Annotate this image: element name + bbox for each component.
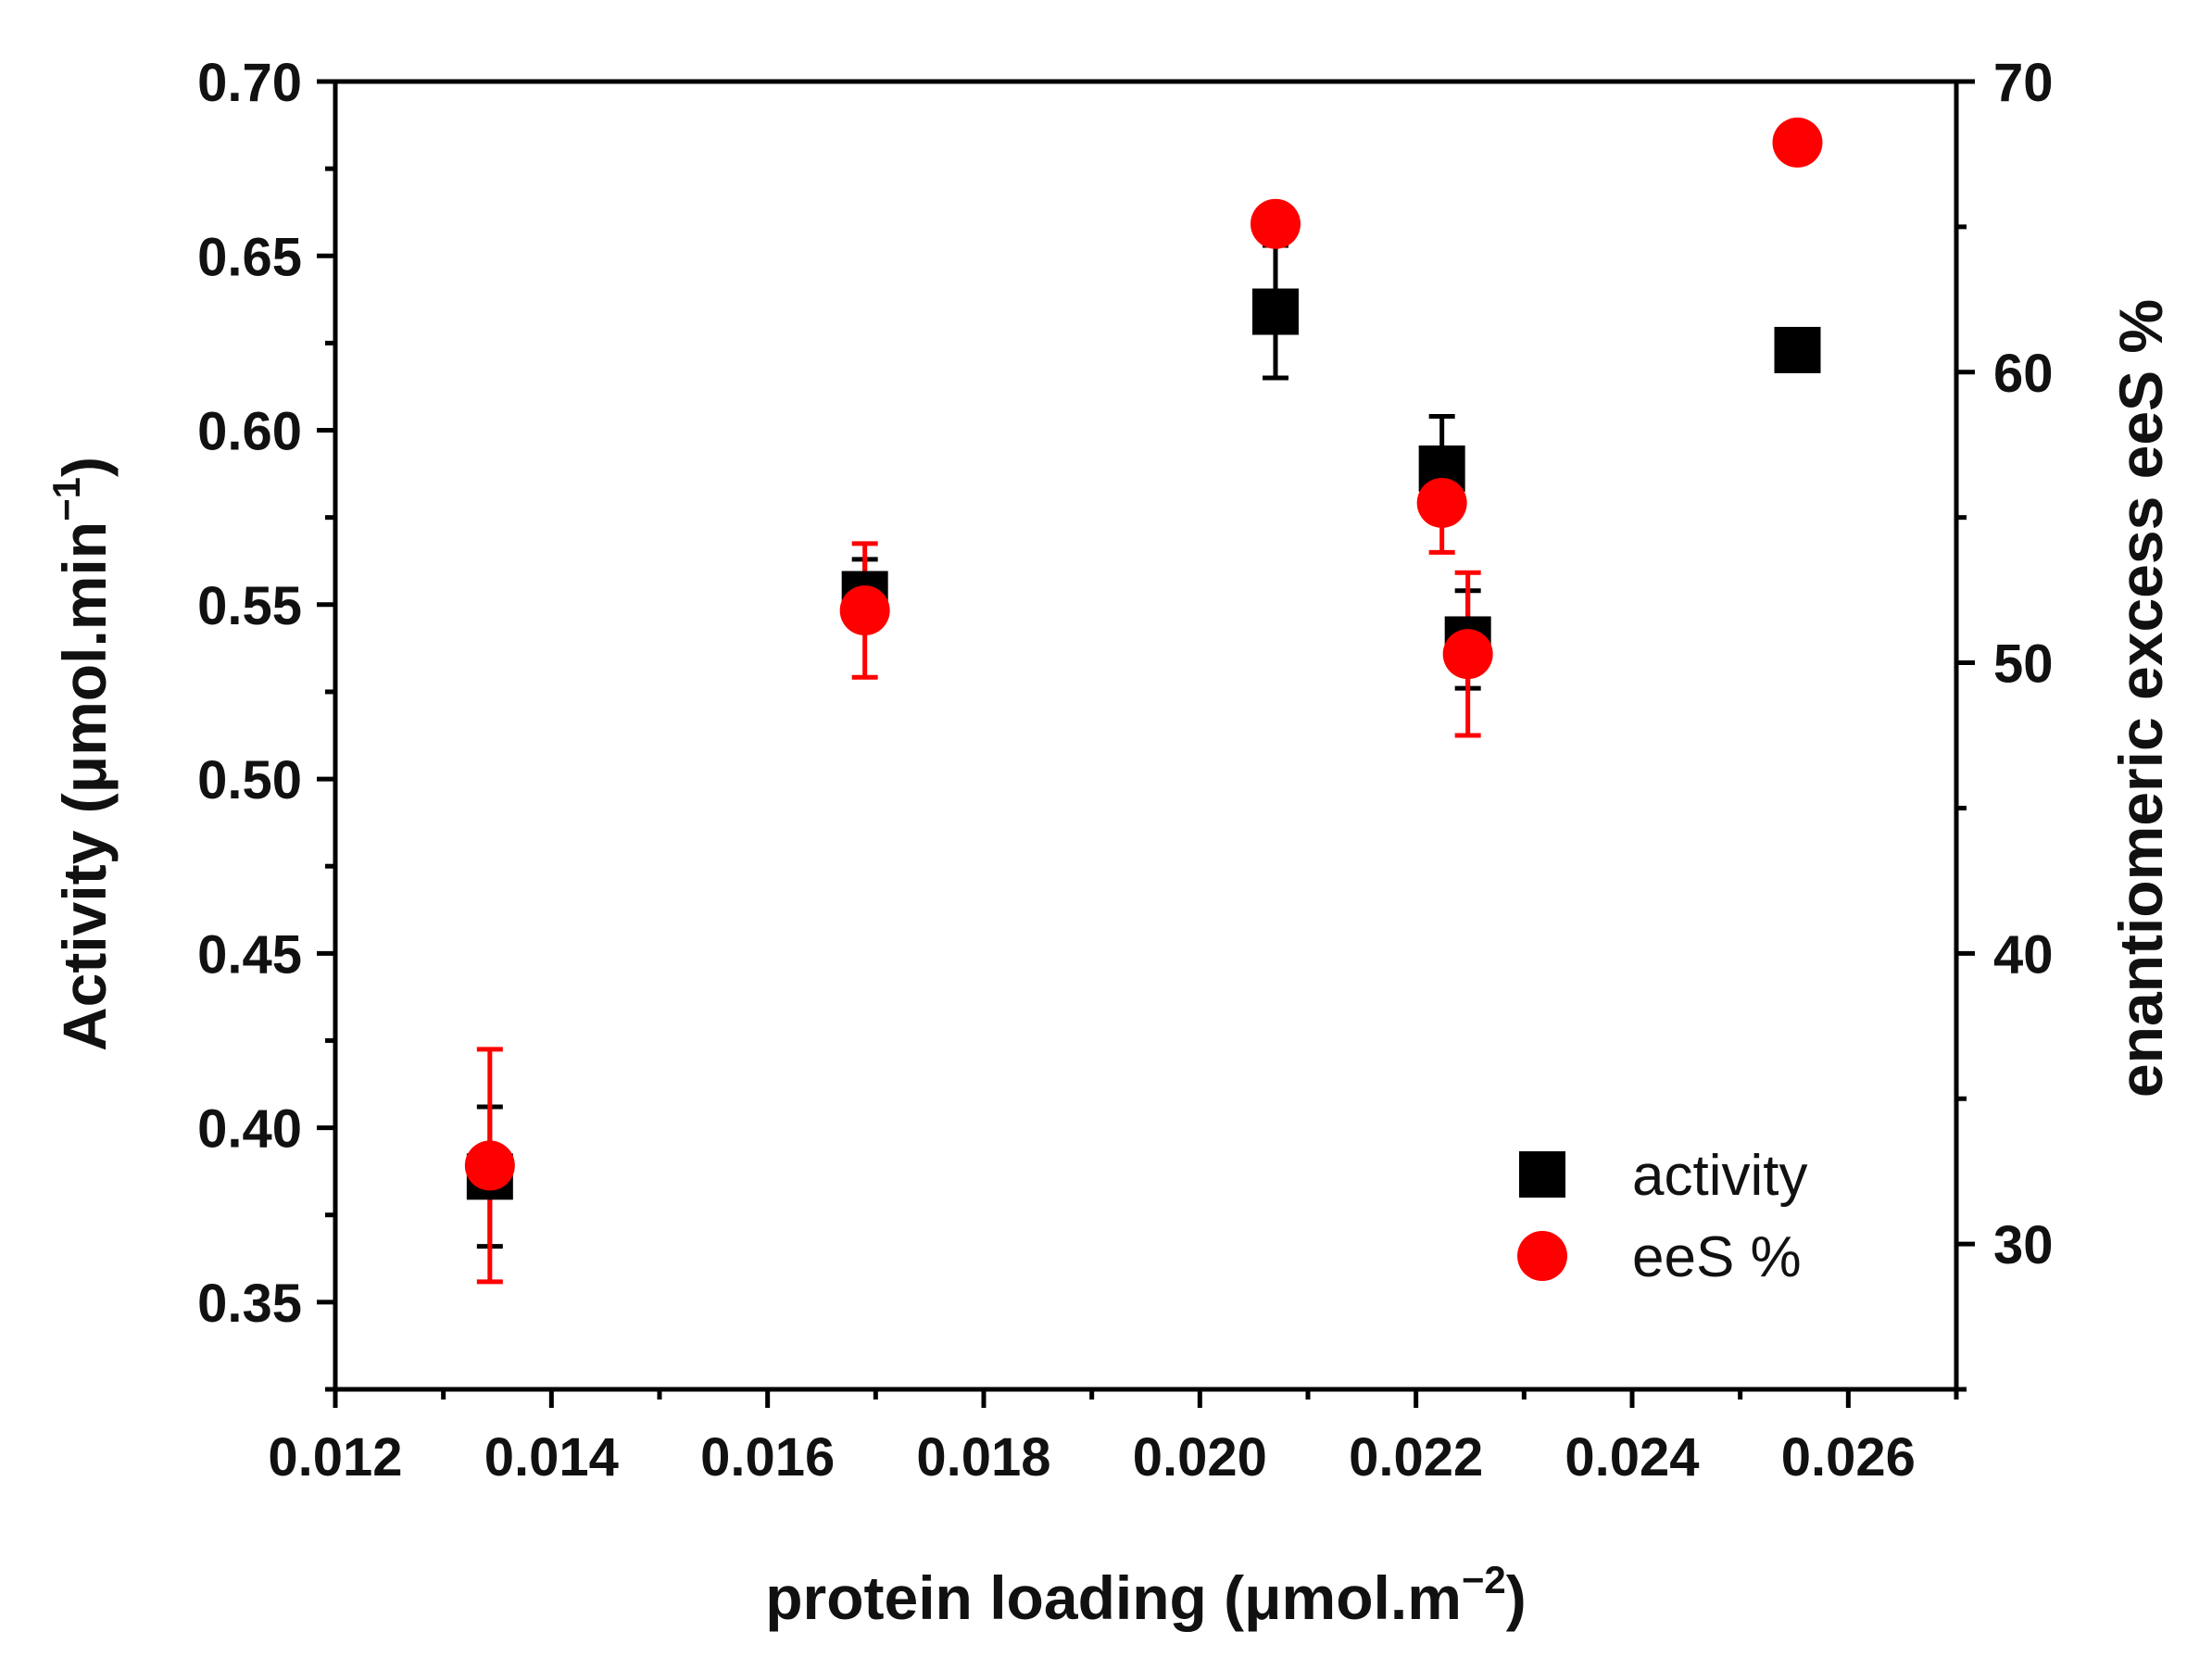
ees-point — [1772, 117, 1823, 168]
activity-point — [1252, 288, 1299, 335]
legend-activity-label: activity — [1632, 1144, 1807, 1208]
x-tick-label: 0.020 — [1133, 1427, 1267, 1488]
activity-point — [1774, 326, 1821, 373]
x-tick-label: 0.026 — [1781, 1427, 1916, 1488]
y-tick-label: 0.60 — [197, 402, 302, 462]
ees-point — [464, 1140, 515, 1191]
y-tick-label: 0.55 — [197, 576, 302, 636]
y-tick-label: 0.65 — [197, 227, 302, 287]
plot-frame — [333, 79, 1959, 1392]
ees-point — [1442, 629, 1493, 680]
x-tick-label: 0.018 — [916, 1427, 1050, 1488]
y-tick-label: 0.50 — [197, 750, 302, 810]
x-tick-label: 0.024 — [1565, 1427, 1699, 1488]
y-axis-title-sup: −1 — [44, 477, 88, 521]
y-tick-label: 0.70 — [197, 53, 302, 113]
y-axis-title-end: ) — [50, 457, 119, 477]
x-tick-label: 0.022 — [1349, 1427, 1483, 1488]
legend-activity-marker — [1519, 1151, 1565, 1198]
x-axis-title-end: ) — [1506, 1563, 1527, 1632]
x-tick-label: 0.014 — [484, 1427, 619, 1488]
y-tick-label: 0.35 — [197, 1274, 302, 1334]
y-axis-title-main: Activity (μmol.min — [50, 521, 119, 1051]
y2-tick-label: 50 — [1993, 634, 2054, 695]
legend-ees-label: eeS % — [1632, 1225, 1802, 1289]
ees-point — [1416, 477, 1467, 528]
ees-point — [839, 585, 890, 636]
y2-tick-label: 70 — [1993, 53, 2054, 113]
x-axis-title: protein loading (μmol.m−2) — [765, 1558, 1527, 1632]
y2-tick-label: 40 — [1993, 924, 2054, 985]
x-axis-title-sup: −2 — [1462, 1558, 1506, 1601]
y2-tick-label: 30 — [1993, 1215, 2054, 1275]
x-axis-title-main: protein loading (μmol.m — [765, 1563, 1462, 1632]
x-tick-label: 0.012 — [268, 1427, 402, 1488]
y-axis-title: Activity (μmol.min−1) — [44, 457, 119, 1051]
legend-ees-marker — [1517, 1231, 1567, 1281]
y2-axis-title: enantiomeric excess eeS % — [2106, 299, 2175, 1098]
y-tick-label: 0.45 — [197, 924, 302, 985]
y2-tick-label: 60 — [1993, 344, 2054, 404]
y-tick-label: 0.40 — [197, 1099, 302, 1160]
x-tick-label: 0.016 — [700, 1427, 835, 1488]
ees-point — [1251, 198, 1301, 249]
